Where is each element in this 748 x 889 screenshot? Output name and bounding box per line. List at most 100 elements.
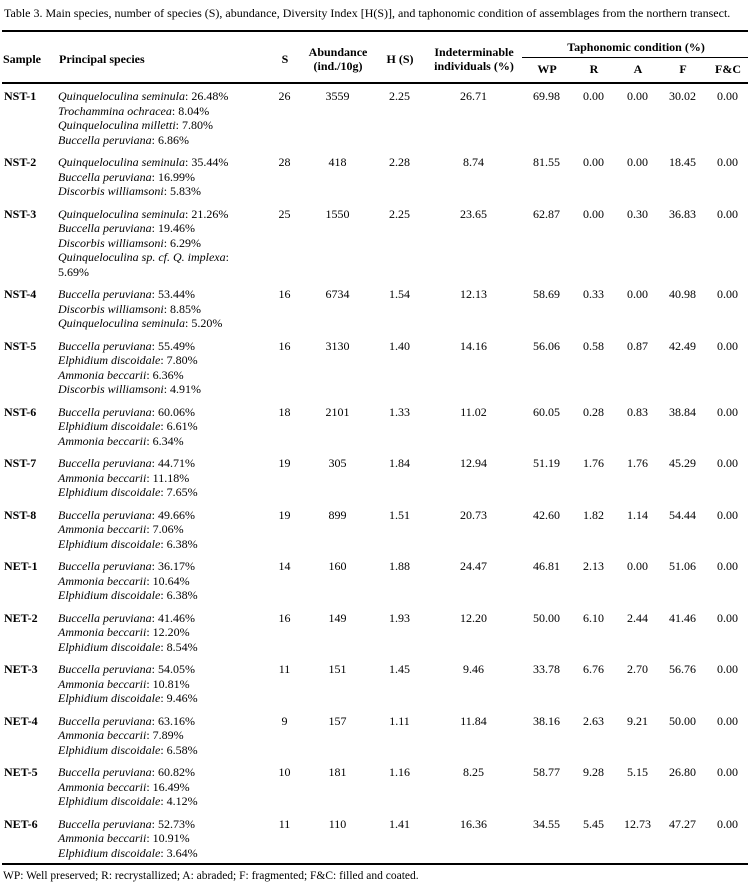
species-entry: Ammonia beccarii: 11.18% (58, 470, 190, 485)
wp-value: 34.55 (533, 816, 560, 831)
sample-id: NST-4 (4, 287, 37, 301)
indet-value: 20.73 (460, 507, 487, 522)
wp-value: 33.78 (533, 662, 560, 676)
species-entry: Elphidium discoidale: 9.46% (58, 691, 198, 705)
r-value: 2.63 (583, 713, 604, 728)
principal-species-cell: Buccella peruviana: 54.05% Ammonia beccar… (58, 657, 268, 709)
species-entry: Quinqueloculina seminula: 5.20% (58, 316, 223, 330)
species-entry: Quinqueloculina sp. cf. Q. implexa: 5.69… (58, 250, 229, 279)
h-value: 1.84 (389, 456, 410, 470)
data-table: Sample Principal species S Abundance (in… (2, 30, 748, 865)
h-value: 2.28 (389, 155, 410, 169)
species-entry: Buccella peruviana: 41.46% (58, 610, 195, 625)
s-value: 16 (278, 610, 291, 625)
h-value: 1.93 (389, 610, 410, 625)
h-value: 1.16 (389, 765, 410, 779)
wp-value: 69.98 (533, 89, 560, 103)
abundance-value: 160 (328, 559, 347, 573)
h-value: 1.40 (389, 338, 410, 353)
r-value: 0.28 (583, 404, 604, 419)
a-value: 0.00 (627, 559, 648, 573)
table-row: NST-2 Quinqueloculina seminula: 35.44% Buc… (2, 150, 748, 202)
species-entry: Elphidium discoidale: 6.61% (58, 419, 198, 433)
sample-id: NET-6 (4, 816, 38, 831)
a-value: 0.30 (627, 206, 648, 221)
s-value: 11 (278, 662, 291, 676)
h-value: 1.33 (389, 404, 410, 419)
species-entry: Elphidium discoidale: 7.80% (58, 353, 198, 367)
a-value: 9.21 (627, 713, 648, 728)
abundance-value: 149 (328, 610, 347, 625)
species-entry: Buccella peruviana: 49.66% (58, 507, 195, 522)
species-entry: Ammonia beccarii: 10.81% (58, 676, 190, 691)
indet-value: 23.65 (460, 206, 487, 221)
wp-value: 46.81 (533, 559, 560, 573)
indet-value: 12.13 (460, 287, 487, 301)
wp-value: 38.16 (533, 713, 560, 728)
sample-id: NET-1 (4, 559, 38, 573)
a-value: 0.83 (627, 404, 648, 419)
fc-value: 0.00 (717, 338, 739, 353)
a-value: 0.87 (627, 338, 648, 353)
r-value: 0.00 (583, 206, 604, 221)
abundance-value: 157 (328, 713, 347, 728)
r-value: 0.33 (583, 287, 604, 301)
a-value: 12.73 (624, 816, 651, 831)
table-row: NST-6 Buccella peruviana: 60.06% Elphidium… (2, 400, 748, 452)
sample-id: NST-3 (4, 206, 37, 221)
h-value: 1.88 (389, 559, 410, 573)
s-value: 11 (278, 816, 291, 831)
abundance-value: 3130 (325, 338, 350, 353)
fc-value: 0.00 (717, 89, 739, 103)
abundance-value: 2101 (325, 404, 350, 419)
r-value: 6.10 (583, 610, 604, 625)
principal-species-cell: Buccella peruviana: 60.06% Elphidium disc… (58, 400, 268, 452)
species-entry: Ammonia beccarii: 7.89% (58, 728, 184, 742)
principal-species-cell: Buccella peruviana: 60.82% Ammonia beccar… (58, 760, 268, 812)
principal-species-cell: Quinqueloculina seminula: 35.44% Buccella… (58, 150, 268, 202)
fc-value: 0.00 (717, 206, 739, 221)
species-entry: Quinqueloculina seminula: 35.44% (58, 155, 229, 169)
species-entry: Elphidium discoidale: 7.65% (58, 485, 198, 499)
species-entry: Quinqueloculina seminula: 21.26% (58, 206, 229, 221)
sample-id: NST-1 (4, 89, 37, 103)
species-entry: Elphidium discoidale: 3.64% (58, 845, 198, 860)
wp-value: 62.87 (533, 206, 560, 221)
col-header-indeterminable: Indeterminable individuals (%) (434, 45, 514, 73)
f-value: 38.84 (669, 404, 696, 419)
sample-id: NST-5 (4, 338, 37, 353)
principal-species-cell: Buccella peruviana: 41.46% Ammonia beccar… (58, 606, 268, 658)
f-value: 18.45 (669, 155, 696, 169)
principal-species-cell: Buccella peruviana: 49.66% Ammonia beccar… (58, 503, 268, 555)
indet-value: 24.47 (460, 559, 487, 573)
table-row: NST-4 Buccella peruviana: 53.44% Discorbis… (2, 282, 748, 334)
s-value: 28 (278, 155, 291, 169)
table-footnote: WP: Well preserved; R: recrystallized; A… (3, 870, 419, 882)
f-value: 47.27 (669, 816, 696, 831)
table-row: NST-8 Buccella peruviana: 49.66% Ammonia b… (2, 503, 748, 555)
abundance-value: 305 (328, 456, 347, 470)
table-row: NST-5 Buccella peruviana: 55.49% Elphidium… (2, 334, 748, 400)
indet-value: 26.71 (460, 89, 487, 103)
species-entry: Buccella peruviana: 52.73% (58, 816, 195, 831)
s-value: 26 (278, 89, 291, 103)
f-value: 42.49 (669, 338, 696, 353)
col-header-f: F (679, 62, 687, 76)
species-entry: Buccella peruviana: 36.17% (58, 559, 195, 573)
wp-value: 81.55 (533, 155, 560, 169)
s-value: 16 (278, 287, 291, 301)
principal-species-cell: Buccella peruviana: 55.49% Elphidium disc… (58, 334, 268, 400)
col-header-a: A (633, 62, 643, 76)
r-value: 1.82 (583, 507, 604, 522)
fc-value: 0.00 (717, 713, 739, 728)
s-value: 19 (278, 456, 291, 470)
abundance-value: 110 (328, 816, 347, 831)
fc-value: 0.00 (717, 507, 739, 522)
h-value: 2.25 (389, 206, 410, 221)
header-row-main: Sample Principal species S Abundance (in… (2, 31, 748, 73)
s-value: 9 (281, 713, 288, 728)
fc-value: 0.00 (717, 662, 739, 676)
sample-id: NET-5 (4, 765, 38, 779)
col-header-fc: F&C (715, 62, 742, 76)
